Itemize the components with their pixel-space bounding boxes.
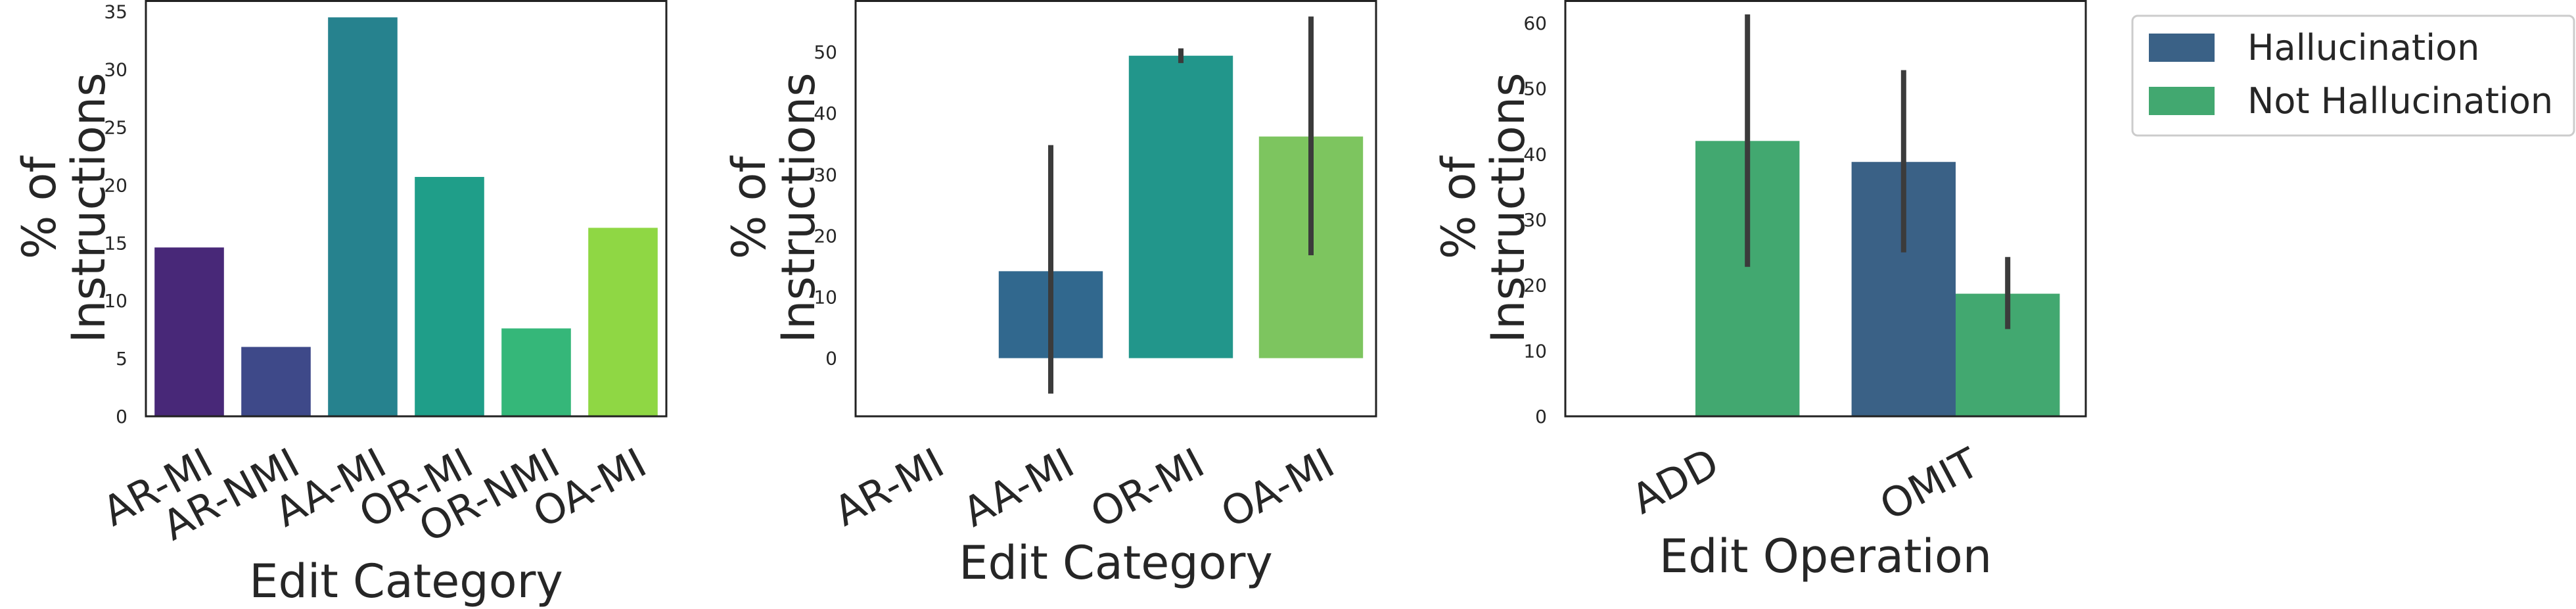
y-tick-label: 20 <box>1523 275 1547 297</box>
y-tick-label: 0 <box>825 348 837 370</box>
bar-or-mi <box>1128 55 1233 358</box>
y-tick-label: 20 <box>814 225 837 247</box>
bar-ar-mi <box>154 247 224 416</box>
y-tick-label: 5 <box>116 348 127 370</box>
chart-panel-edit-category-all: 0 5 10 15 20 25 30 35 AR-MIAR-NMIAA-MIOR-MIOR-NM… <box>12 0 668 608</box>
y-tick-label: 25 <box>104 116 127 138</box>
y-tick-label: 10 <box>1523 340 1547 362</box>
y-tick-label: 20 <box>104 174 127 196</box>
axes-frame <box>145 0 668 418</box>
y-axis-label-line: % of <box>722 156 776 260</box>
y-axis-label-line: Instructions <box>62 72 116 343</box>
legend: Hallucination Not Hallucination <box>2131 14 2575 137</box>
x-tick-labels: ADD OMIT <box>1624 438 1987 529</box>
y-tick-label: 40 <box>1523 143 1547 165</box>
legend-swatch-hallucination <box>2149 34 2215 62</box>
y-tick-label: 10 <box>104 290 127 312</box>
y-tick-label: 10 <box>814 286 837 308</box>
y-tick-label: 15 <box>104 232 127 254</box>
bar-or-nmi <box>501 328 571 416</box>
y-tick-label: 30 <box>814 164 837 185</box>
bars <box>154 17 658 416</box>
axes-frame <box>1564 0 2087 418</box>
bars <box>998 16 1364 394</box>
y-tick-label: 60 <box>1523 12 1547 34</box>
y-tick-label: 30 <box>1523 209 1547 231</box>
y-tick-label: 35 <box>104 1 127 23</box>
x-tick-label-omit: OMIT <box>1872 438 1987 529</box>
y-tick-label: 0 <box>116 406 127 427</box>
bars <box>1695 14 2060 417</box>
y-axis-label-line: % of <box>12 156 66 260</box>
bar-aa-mi <box>328 17 398 416</box>
x-axis-label: Edit Category <box>249 554 563 608</box>
axes-frame <box>854 0 1377 418</box>
x-tick-label-add: ADD <box>1624 439 1726 524</box>
y-tick-label: 30 <box>104 59 127 81</box>
y-tick-label: 50 <box>1523 78 1547 100</box>
y-tick-label: 0 <box>1535 406 1547 427</box>
bar-oa-mi <box>588 228 658 416</box>
y-axis-label-line: % of <box>1432 156 1486 260</box>
y-tick-labels: 0 10 20 30 40 50 60 <box>1523 12 1547 427</box>
y-tick-labels: 0 10 20 30 40 50 <box>814 41 837 369</box>
bar-or-mi <box>415 177 484 416</box>
x-axis-label: Edit Operation <box>1659 529 1992 583</box>
y-axis-label-line: Instructions <box>1481 72 1535 343</box>
x-axis-label: Edit Category <box>959 536 1273 590</box>
y-tick-labels: 0 5 10 15 20 25 30 35 <box>104 1 127 427</box>
x-tick-label-aa-mi: AA-MI <box>955 439 1082 537</box>
y-axis-label-line: Instructions <box>771 72 825 343</box>
y-tick-label: 40 <box>814 103 837 124</box>
x-tick-label-or-mi: OR-MI <box>1083 439 1212 538</box>
x-tick-labels: AR-MI AA-MI OR-MI OA-MI <box>826 439 1342 538</box>
y-tick-label: 50 <box>814 41 837 63</box>
bar-ar-nmi <box>241 347 311 416</box>
x-tick-label-ar-mi: AR-MI <box>826 439 952 536</box>
legend-label-not-hallucination: Not Hallucination <box>2247 80 2553 122</box>
legend-swatch-not-hallucination <box>2149 87 2215 115</box>
legend-frame <box>2131 14 2575 137</box>
legend-label-hallucination: Hallucination <box>2247 27 2479 68</box>
x-tick-label-oa-mi: OA-MI <box>1213 439 1342 537</box>
